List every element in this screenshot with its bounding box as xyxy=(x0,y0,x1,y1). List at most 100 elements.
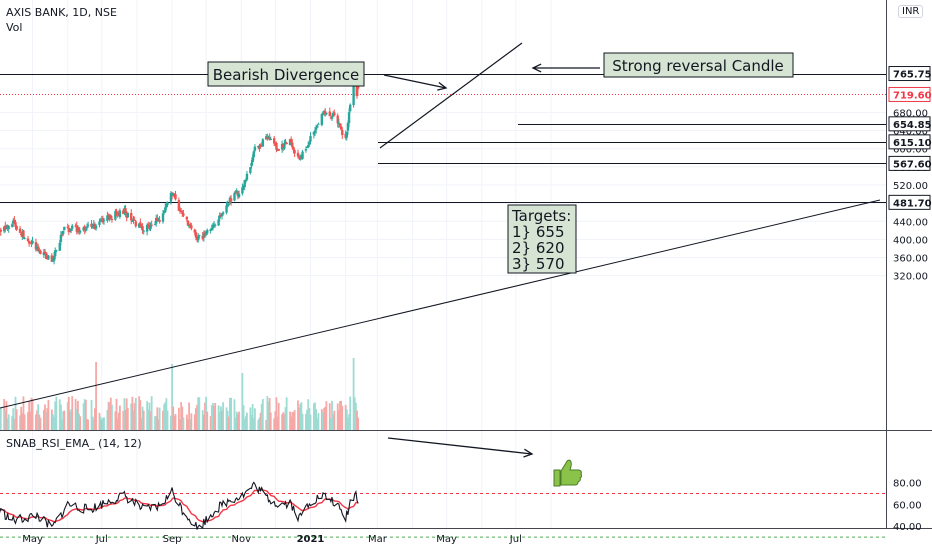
candle-body xyxy=(10,224,14,227)
volume-bar xyxy=(182,417,185,430)
volume-bar xyxy=(331,400,333,430)
candle-body xyxy=(252,151,255,158)
candle-body xyxy=(150,224,153,226)
candle-body xyxy=(229,198,233,202)
volume-bar xyxy=(325,401,328,430)
volume-bar xyxy=(242,405,245,430)
candle-body xyxy=(338,124,342,127)
volume-bar xyxy=(86,419,88,430)
candle-body xyxy=(339,126,343,130)
candle-body xyxy=(162,211,166,213)
volume-bar xyxy=(198,397,201,430)
volume-bar xyxy=(11,416,14,430)
candle-body xyxy=(204,232,208,235)
rsi-line xyxy=(0,481,359,530)
volume-bar xyxy=(187,419,189,430)
candle-body xyxy=(14,222,17,227)
volume-bar xyxy=(300,402,303,430)
volume-bar xyxy=(166,410,169,430)
volume-bar xyxy=(140,418,143,430)
volume-bar xyxy=(19,415,21,430)
candle-body xyxy=(221,212,225,215)
candle-body xyxy=(211,224,215,229)
volume-bar xyxy=(146,401,149,430)
volume-bar xyxy=(109,397,112,430)
candle-body xyxy=(43,251,47,254)
candle-body xyxy=(182,213,185,216)
candle-body xyxy=(63,226,66,231)
volume-bar xyxy=(3,398,6,430)
candle-body xyxy=(347,112,351,124)
candle-body xyxy=(22,230,25,238)
candle-body xyxy=(26,238,30,242)
price-axis-tick: 440.00 xyxy=(893,217,928,228)
candle-body xyxy=(312,131,316,135)
volume-bar xyxy=(266,396,269,430)
candle-body xyxy=(47,255,50,260)
bearish-divergence-label: Bearish Divergence xyxy=(213,66,360,84)
volume-bar xyxy=(134,398,137,430)
volume-bar xyxy=(344,404,347,430)
candle-body xyxy=(55,250,58,252)
trendline-support xyxy=(0,199,881,409)
price-axis-tick: 400.00 xyxy=(893,235,928,246)
candle-body xyxy=(31,240,34,244)
volume-bar xyxy=(259,412,262,430)
candle-body xyxy=(83,226,86,231)
volume-bar xyxy=(246,412,248,430)
rsi-divergence-arrow xyxy=(387,437,534,458)
reversal-candle-label: Strong reversal Candle xyxy=(612,57,784,75)
volume-bar xyxy=(189,419,192,430)
volume-bar xyxy=(324,406,327,430)
candle-body xyxy=(66,226,69,228)
volume-bar xyxy=(202,414,205,430)
candle-body xyxy=(69,229,73,231)
support-resistance-levels xyxy=(0,74,886,203)
volume-bar xyxy=(308,408,311,430)
volume-bar xyxy=(162,410,164,430)
volume-bar xyxy=(157,419,160,430)
candle-body xyxy=(185,216,189,220)
volume-bar xyxy=(347,417,349,430)
volume-bar xyxy=(268,398,271,430)
rsi-pane xyxy=(0,481,886,538)
volume-bar xyxy=(285,397,288,430)
volume-bar xyxy=(317,413,320,430)
volume-bar xyxy=(201,410,204,430)
volume-bar xyxy=(315,409,318,430)
candle-body xyxy=(94,225,98,229)
volume-bar xyxy=(44,404,46,430)
volume-bar xyxy=(238,411,240,430)
volume-bar xyxy=(12,408,15,430)
volume-bar xyxy=(124,409,127,430)
volume-bar xyxy=(190,413,193,430)
currency-badge[interactable]: INR xyxy=(898,5,924,18)
candle-body xyxy=(307,145,310,148)
price-axis-tick: 520.00 xyxy=(893,181,928,192)
price-axis-tick: 320.00 xyxy=(893,272,928,283)
volume-bar xyxy=(292,412,295,430)
candle-body xyxy=(227,204,231,206)
volume-bar xyxy=(20,406,23,430)
candle-body xyxy=(0,229,2,232)
volume-bar xyxy=(257,419,260,430)
time-axis-label: 2021 xyxy=(297,534,325,545)
rsi-axis-tick: 60.00 xyxy=(893,500,922,511)
candlesticks xyxy=(0,77,360,265)
candle-body xyxy=(178,209,182,212)
candle-body xyxy=(237,193,241,198)
volume-bar xyxy=(354,402,357,430)
price-level-label: 615.10 xyxy=(893,138,932,149)
candle-body xyxy=(114,211,117,220)
volume-bar xyxy=(252,417,255,430)
candle-body xyxy=(209,229,212,231)
candle-body xyxy=(61,230,65,235)
volume-bar xyxy=(36,410,38,430)
volume-bar xyxy=(163,404,166,430)
candle-body xyxy=(328,111,331,117)
targets-heading: Targets: xyxy=(511,207,571,225)
volume-bar xyxy=(138,396,141,430)
volume-bar xyxy=(352,358,355,430)
volume-bar xyxy=(111,404,113,430)
